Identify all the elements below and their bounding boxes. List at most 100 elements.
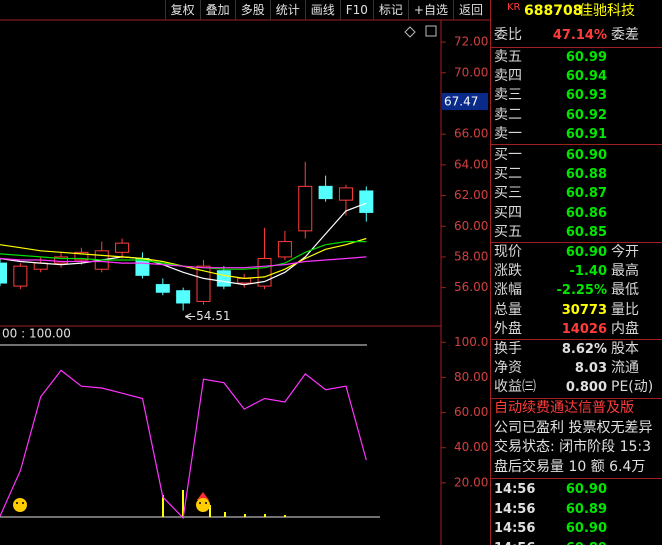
candle-body (155, 284, 170, 293)
quote-row: 委比 47.14% 委差 (491, 26, 662, 45)
row-value: 60.92 (565, 107, 607, 123)
y-tick-label: 56.00 (454, 280, 488, 294)
row-label: 今开 (611, 244, 639, 260)
row-label: 外盘 (494, 320, 522, 337)
row-label: 总量 (494, 301, 522, 318)
row-label: 现价 (494, 244, 522, 260)
quote-row: 买三 60.87 (491, 184, 662, 203)
tick-row: 14:56 60.89 (491, 539, 662, 545)
toolbar-button[interactable]: +自选 (407, 0, 453, 20)
tick-row: 14:56 60.90 (491, 480, 662, 499)
candle-body (237, 277, 252, 284)
candle-body (216, 270, 231, 287)
tick-time: 14:56 (494, 539, 535, 545)
quote-row: 卖二 60.92 (491, 106, 662, 125)
row-label: 最高 (611, 263, 639, 280)
row-value: -1.40 (569, 264, 607, 280)
row-label: 换手 (494, 341, 522, 357)
diamond-icon[interactable] (404, 26, 416, 38)
separator (491, 398, 662, 399)
chart-area: 67.47 72.00 70.00 66.00 64.00 62.00 60.00 58.0… (0, 19, 490, 545)
toolbar-button[interactable]: 画线 (304, 0, 340, 20)
quote-row: 卖一 60.91 (491, 125, 662, 144)
row-label: 买四 (494, 204, 522, 221)
toolbar-button[interactable]: F10 (339, 0, 373, 20)
tick-row: 14:56 60.90 (491, 519, 662, 538)
y-tick-label: 72.00 (454, 35, 488, 49)
candle-body (196, 265, 211, 302)
row-value: 60.87 (565, 186, 607, 202)
quote-row: 换手 8.62% 股本 (491, 340, 662, 359)
notice: 自动续费通达信普及版 (491, 399, 662, 418)
y-tick-label: 60.00 (454, 405, 488, 419)
row-label: 涨幅 (494, 282, 522, 299)
toolbar-button[interactable]: 叠加 (199, 0, 235, 20)
y-tick-label: 20.00 (454, 475, 488, 489)
low-label: 54.51 (196, 309, 230, 323)
indicator-line (0, 369, 367, 520)
quote-panel: KR 688708 佳驰科技 委比 47.14% 委差 卖五 60.99 卖四 60.94 卖… (490, 0, 662, 545)
row-value: 8.62% (561, 342, 607, 357)
candle-body (54, 256, 69, 264)
toolbar-button[interactable]: 多股 (234, 0, 270, 20)
candle-body (359, 190, 374, 213)
quote-row: 买五 60.85 (491, 223, 662, 242)
row-label: 最低 (611, 282, 639, 299)
notice-text: 公司已盈利 投票权无差异 (494, 419, 653, 436)
row-value: 60.85 (565, 224, 607, 240)
cursor-price-box (442, 93, 488, 110)
row-value: 47.14% (552, 28, 607, 43)
market: KR (507, 2, 521, 13)
indicator-title: 00 : 100.00 (2, 327, 71, 341)
tick-price: 60.89 (566, 539, 607, 545)
row-label: 卖四 (494, 68, 522, 85)
toolbar-button[interactable]: 标记 (372, 0, 408, 20)
tick-price: 60.90 (565, 521, 607, 536)
separator (491, 47, 662, 48)
row-label: 涨跌 (494, 263, 522, 280)
notice-text: 交易状态: 闭市阶段 15:3 (494, 439, 652, 455)
row-value: 8.03 (574, 361, 607, 377)
window-icon[interactable] (425, 25, 437, 37)
separator (491, 144, 662, 145)
toolbar: 复权 叠加 多股 统计 画线 F10 标记 +自选 返回 (164, 0, 488, 20)
notice-text: 自动续费通达信普及版 (494, 400, 634, 416)
low-arrow (184, 313, 196, 320)
toolbar-button[interactable]: 统计 (269, 0, 305, 20)
y-tick-label: 58.00 (454, 249, 488, 263)
row-value: 14026 (561, 321, 607, 337)
row-value: 0.800 (565, 380, 607, 396)
candle-body (176, 290, 191, 304)
quote-row: 外盘 14026 内盘 (491, 320, 662, 339)
ma-line (0, 256, 367, 269)
quote-row: 收益㈢ 0.800 PE(动) (491, 378, 662, 397)
row-label: 买三 (494, 185, 522, 202)
smiley-icon (196, 492, 210, 512)
row-label: 收益㈢ (494, 379, 536, 396)
quote-row: 买四 60.86 (491, 204, 662, 223)
y-tick-label: 40.00 (454, 440, 488, 454)
toolbar-button[interactable]: 复权 (164, 0, 200, 20)
quote-row: 现价 60.90 今开 (491, 243, 662, 262)
candle-body (0, 262, 7, 284)
row-value: 60.93 (565, 88, 607, 104)
notice: 交易状态: 闭市阶段 15:3 (491, 438, 662, 457)
row-value: 60.90 (565, 245, 607, 260)
code: 688708 (524, 3, 583, 19)
quote-row: 净资 8.03 流通 (491, 359, 662, 378)
y-tick-label: 66.00 (454, 127, 488, 141)
ma-line (0, 202, 367, 286)
row-label: 委差 (611, 27, 639, 43)
row-label: 买二 (494, 166, 522, 183)
candle-body (338, 187, 353, 201)
row-value: 60.91 (565, 126, 607, 142)
quote-row: 卖三 60.93 (491, 86, 662, 105)
toolbar-button[interactable]: 返回 (452, 0, 488, 20)
candle-body (318, 185, 333, 200)
tick-time: 14:56 (494, 482, 536, 497)
row-label: 量比 (611, 301, 639, 318)
row-label: 委比 (494, 27, 522, 43)
candle-body (298, 185, 313, 232)
y-tick-label: 70.00 (454, 65, 488, 79)
